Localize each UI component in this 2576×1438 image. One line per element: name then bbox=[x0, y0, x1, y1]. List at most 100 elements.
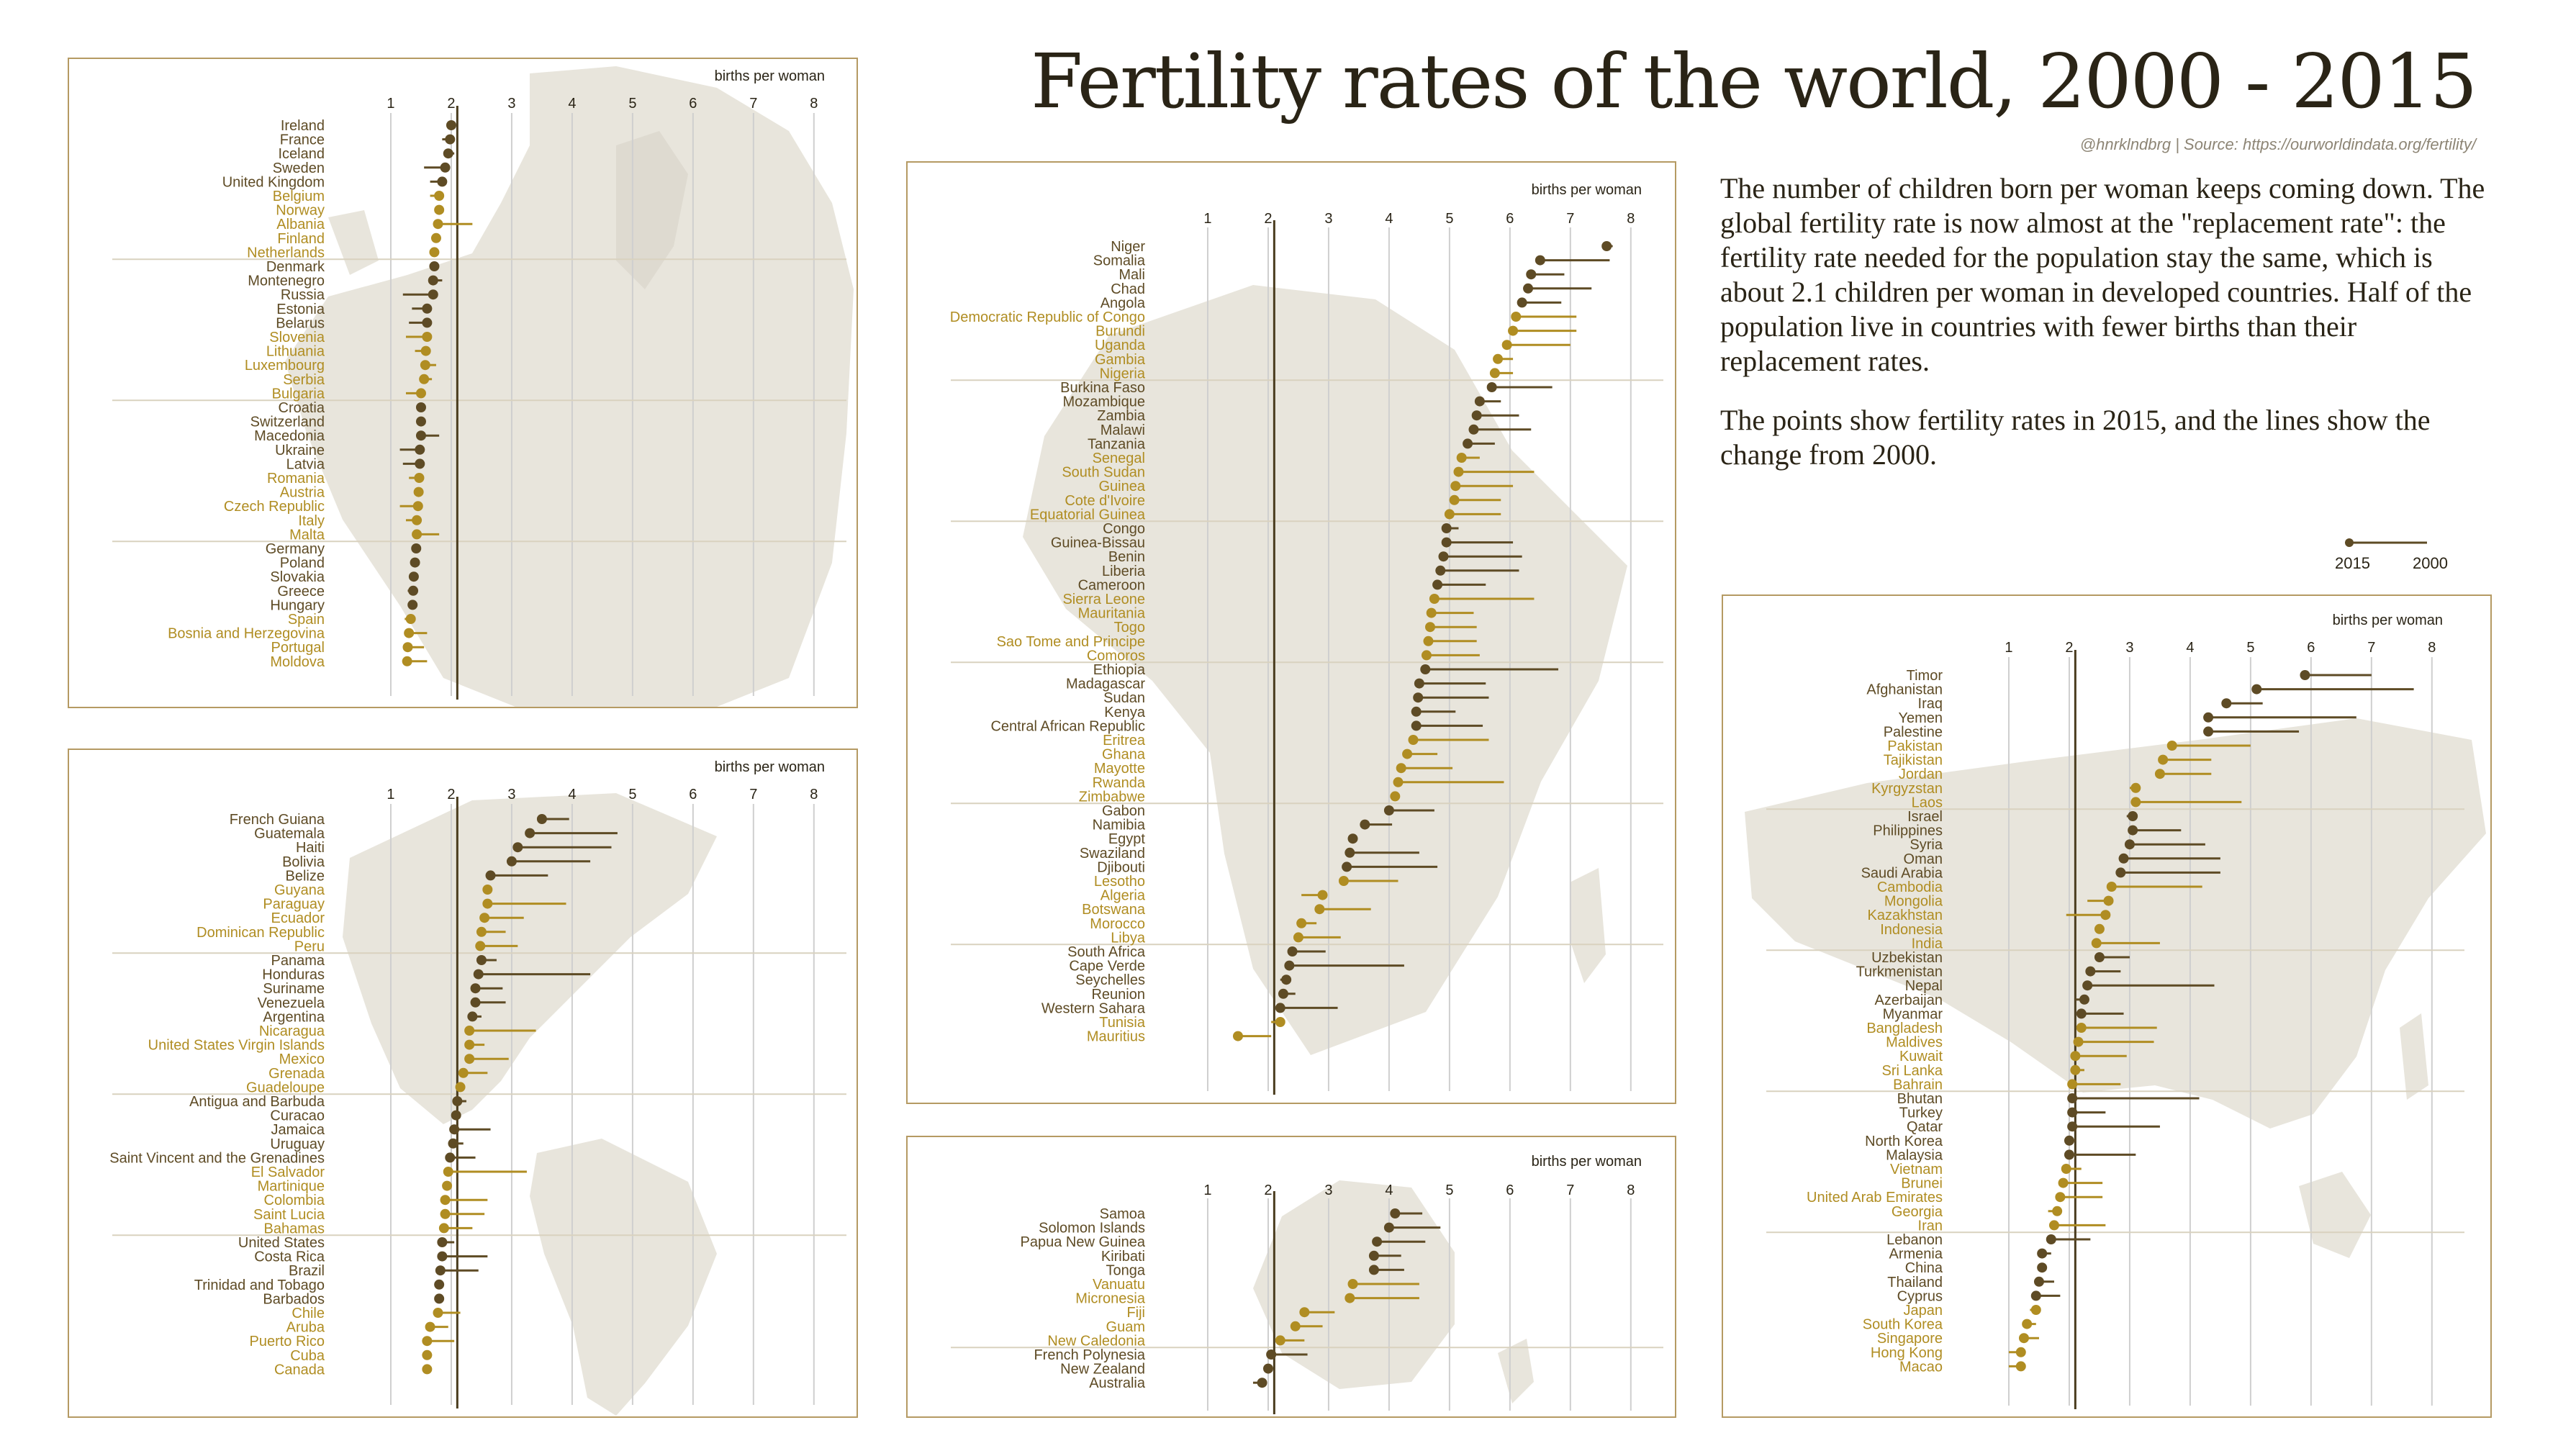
country-label: Russia bbox=[281, 287, 325, 303]
value-2015-dot bbox=[2018, 1333, 2029, 1344]
country-label: Vietnam bbox=[1890, 1162, 1943, 1177]
country-label: United Kingdom bbox=[222, 174, 325, 190]
country-label: Mauritius bbox=[1087, 1029, 1145, 1045]
x-tick-label: 7 bbox=[1566, 211, 1574, 227]
country-label: Nigeria bbox=[1100, 366, 1146, 381]
x-tick-label: 4 bbox=[568, 787, 576, 802]
value-2015-dot bbox=[1347, 1279, 1358, 1289]
country-label: Micronesia bbox=[1075, 1291, 1146, 1307]
value-2015-dot bbox=[1444, 509, 1455, 520]
x-tick-label: 2 bbox=[2065, 640, 2073, 656]
country-label: Jamaica bbox=[271, 1122, 325, 1138]
value-2015-dot bbox=[2251, 684, 2262, 695]
value-2015-dot bbox=[464, 1039, 475, 1050]
value-2015-dot bbox=[437, 176, 448, 187]
country-label: Mayotte bbox=[1094, 761, 1145, 777]
value-2015-dot bbox=[2015, 1361, 2026, 1372]
country-label: Oman bbox=[1904, 851, 1943, 867]
country-label: Poland bbox=[280, 556, 325, 571]
value-2015-dot bbox=[414, 473, 425, 483]
value-2015-dot bbox=[1441, 523, 1452, 533]
value-2015-dot bbox=[1468, 424, 1479, 435]
value-2015-dot bbox=[1456, 453, 1467, 463]
africa-map bbox=[1023, 285, 1627, 1055]
value-2015-dot bbox=[2154, 769, 2165, 779]
value-2015-dot bbox=[1257, 1378, 1267, 1388]
x-tick-label: 3 bbox=[507, 96, 515, 112]
country-label: Timor bbox=[1907, 668, 1943, 684]
country-label: Angola bbox=[1101, 295, 1146, 311]
country-label: Latvia bbox=[286, 456, 325, 472]
country-label: Costa Rica bbox=[254, 1249, 325, 1265]
country-label: Western Sahara bbox=[1041, 1000, 1146, 1016]
value-2015-dot bbox=[2130, 782, 2141, 793]
country-label: Cameroon bbox=[1078, 577, 1145, 593]
country-label: Georgia bbox=[1892, 1204, 1943, 1220]
x-tick-label: 1 bbox=[387, 787, 394, 802]
europe-map bbox=[285, 66, 854, 707]
value-2015-dot bbox=[1420, 664, 1431, 674]
value-2015-dot bbox=[449, 1124, 460, 1135]
country-label: Cote d'Ivoire bbox=[1065, 493, 1145, 509]
country-label: Samoa bbox=[1100, 1206, 1146, 1222]
value-2015-dot bbox=[1390, 791, 1401, 802]
country-label: Yemen bbox=[1898, 710, 1943, 726]
country-label: Puerto Rico bbox=[250, 1334, 325, 1349]
value-2015-dot bbox=[455, 1082, 466, 1093]
value-2015-dot bbox=[451, 1110, 461, 1121]
country-label: Malta bbox=[289, 527, 325, 543]
country-label: Bolivia bbox=[282, 854, 325, 870]
country-label: Dominican Republic bbox=[196, 925, 325, 941]
africa-panel: 1 2 3 4 5 6 7 8 births per woman Niger Somalia Mali… bbox=[906, 161, 1676, 1104]
country-label: Guinea-Bissau bbox=[1051, 535, 1145, 551]
value-2015-dot bbox=[422, 303, 433, 314]
country-label: Guatemala bbox=[254, 826, 325, 842]
country-label: Colombia bbox=[264, 1193, 325, 1208]
country-label: Thailand bbox=[1887, 1275, 1943, 1290]
country-label: China bbox=[1905, 1260, 1943, 1276]
country-label: Luxembourg bbox=[245, 358, 325, 374]
country-label: French Polynesia bbox=[1034, 1347, 1145, 1363]
country-label: Guam bbox=[1106, 1319, 1145, 1335]
value-2015-dot bbox=[2076, 1008, 2087, 1019]
country-label: Tonga bbox=[1106, 1262, 1146, 1278]
value-2015-dot bbox=[420, 345, 431, 356]
country-label: Liberia bbox=[1102, 564, 1146, 579]
country-label: Solomon Islands bbox=[1039, 1221, 1145, 1236]
country-label: Gabon bbox=[1102, 803, 1145, 819]
country-label: Canada bbox=[274, 1362, 325, 1378]
value-2015-dot bbox=[404, 628, 415, 638]
value-2015-dot bbox=[2064, 1149, 2074, 1160]
country-label: Slovakia bbox=[270, 569, 325, 585]
country-label: Belarus bbox=[276, 315, 325, 331]
x-tick-label: 8 bbox=[1627, 211, 1635, 227]
country-label: Belize bbox=[286, 868, 325, 884]
x-tick-label: 2 bbox=[447, 96, 455, 112]
value-2015-dot bbox=[2124, 839, 2135, 850]
value-2015-dot bbox=[2067, 1121, 2078, 1132]
x-tick-label: 5 bbox=[2246, 640, 2254, 656]
country-label: Togo bbox=[1114, 620, 1145, 636]
value-2015-dot bbox=[1347, 833, 1358, 844]
x-tick-label: 3 bbox=[2125, 640, 2133, 656]
x-tick-label: 7 bbox=[1566, 1182, 1574, 1198]
country-label: Brazil bbox=[289, 1263, 325, 1279]
country-label: Montenegro bbox=[248, 273, 325, 289]
country-label: Cuba bbox=[290, 1348, 325, 1364]
value-2015-dot bbox=[2130, 797, 2141, 808]
value-2015-dot bbox=[470, 983, 481, 994]
value-2015-dot bbox=[1411, 720, 1422, 731]
description-note: The points show fertility rates in 2015,… bbox=[1720, 404, 2431, 471]
value-2015-dot bbox=[408, 571, 419, 582]
value-2015-dot bbox=[412, 529, 422, 540]
x-tick-label: 2 bbox=[1264, 211, 1272, 227]
country-label: New Caledonia bbox=[1047, 1333, 1146, 1349]
legend-label-2015: 2015 bbox=[2335, 554, 2370, 572]
value-2015-dot bbox=[1275, 1017, 1285, 1027]
country-label: Portugal bbox=[271, 640, 325, 656]
value-2015-dot bbox=[408, 585, 419, 596]
country-label: France bbox=[280, 132, 325, 148]
x-tick-label: 3 bbox=[507, 787, 515, 802]
value-2015-dot bbox=[525, 828, 535, 838]
country-label: Ecuador bbox=[271, 910, 325, 926]
